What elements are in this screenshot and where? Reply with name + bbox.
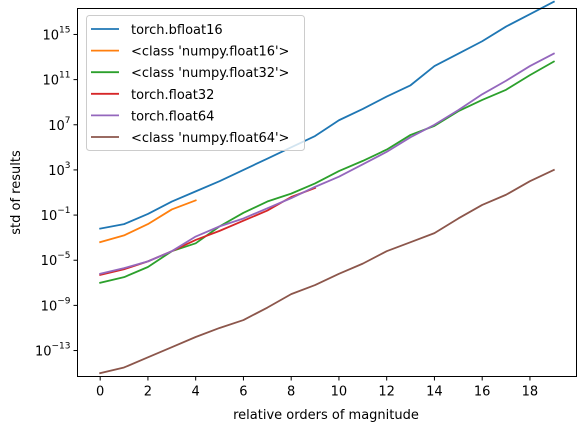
y-axis-label: std of results: [9, 150, 24, 235]
legend-label-0: torch.bfloat16: [131, 23, 223, 38]
x-tick-label: 16: [474, 385, 491, 400]
series-line-1: [99, 199, 197, 244]
plot-frame: [77, 8, 577, 377]
x-tick-label: 12: [378, 385, 395, 400]
legend-label-3: torch.float32: [131, 88, 214, 103]
legend-label-1: <class 'numpy.float16'>: [131, 45, 289, 60]
legend-label-5: <class 'numpy.float64'>: [131, 131, 289, 146]
y-axis: 10−13 10−9 10−5 10−1 103 107 1011 1015: [35, 25, 78, 360]
series-line-0: [99, 0, 556, 230]
x-tick-label: 6: [239, 385, 247, 400]
x-tick-label: 14: [426, 385, 443, 400]
y-tick-label: 107: [48, 116, 70, 134]
y-tick-label: 10−9: [41, 296, 71, 314]
x-axis-label: relative orders of magnitude: [233, 408, 419, 423]
series-line-5: [99, 168, 556, 375]
series-line-4: [99, 52, 556, 275]
legend-label-4: torch.float64: [131, 109, 214, 124]
x-axis: 0 2 4 6 8 10 12 14 16 18: [96, 376, 539, 400]
x-tick-label: 4: [192, 385, 200, 400]
x-tick-label: 8: [287, 385, 295, 400]
x-tick-label: 0: [96, 385, 104, 400]
legend-label-2: <class 'numpy.float32'>: [131, 66, 289, 81]
x-tick-label: 10: [331, 385, 348, 400]
legend-box: [86, 15, 305, 151]
y-tick-label: 10−13: [35, 342, 71, 360]
y-tick-label: 103: [48, 161, 70, 179]
y-tick-label: 1011: [43, 71, 71, 89]
y-tick-label: 10−1: [41, 206, 71, 224]
series-layer: [99, 0, 556, 375]
legend: torch.bfloat16 <class 'numpy.float16'> <cl…: [86, 15, 305, 151]
y-tick-label: 1015: [43, 25, 71, 43]
x-tick-label: 18: [522, 385, 539, 400]
y-tick-label: 10−5: [41, 251, 71, 269]
x-tick-label: 2: [144, 385, 152, 400]
